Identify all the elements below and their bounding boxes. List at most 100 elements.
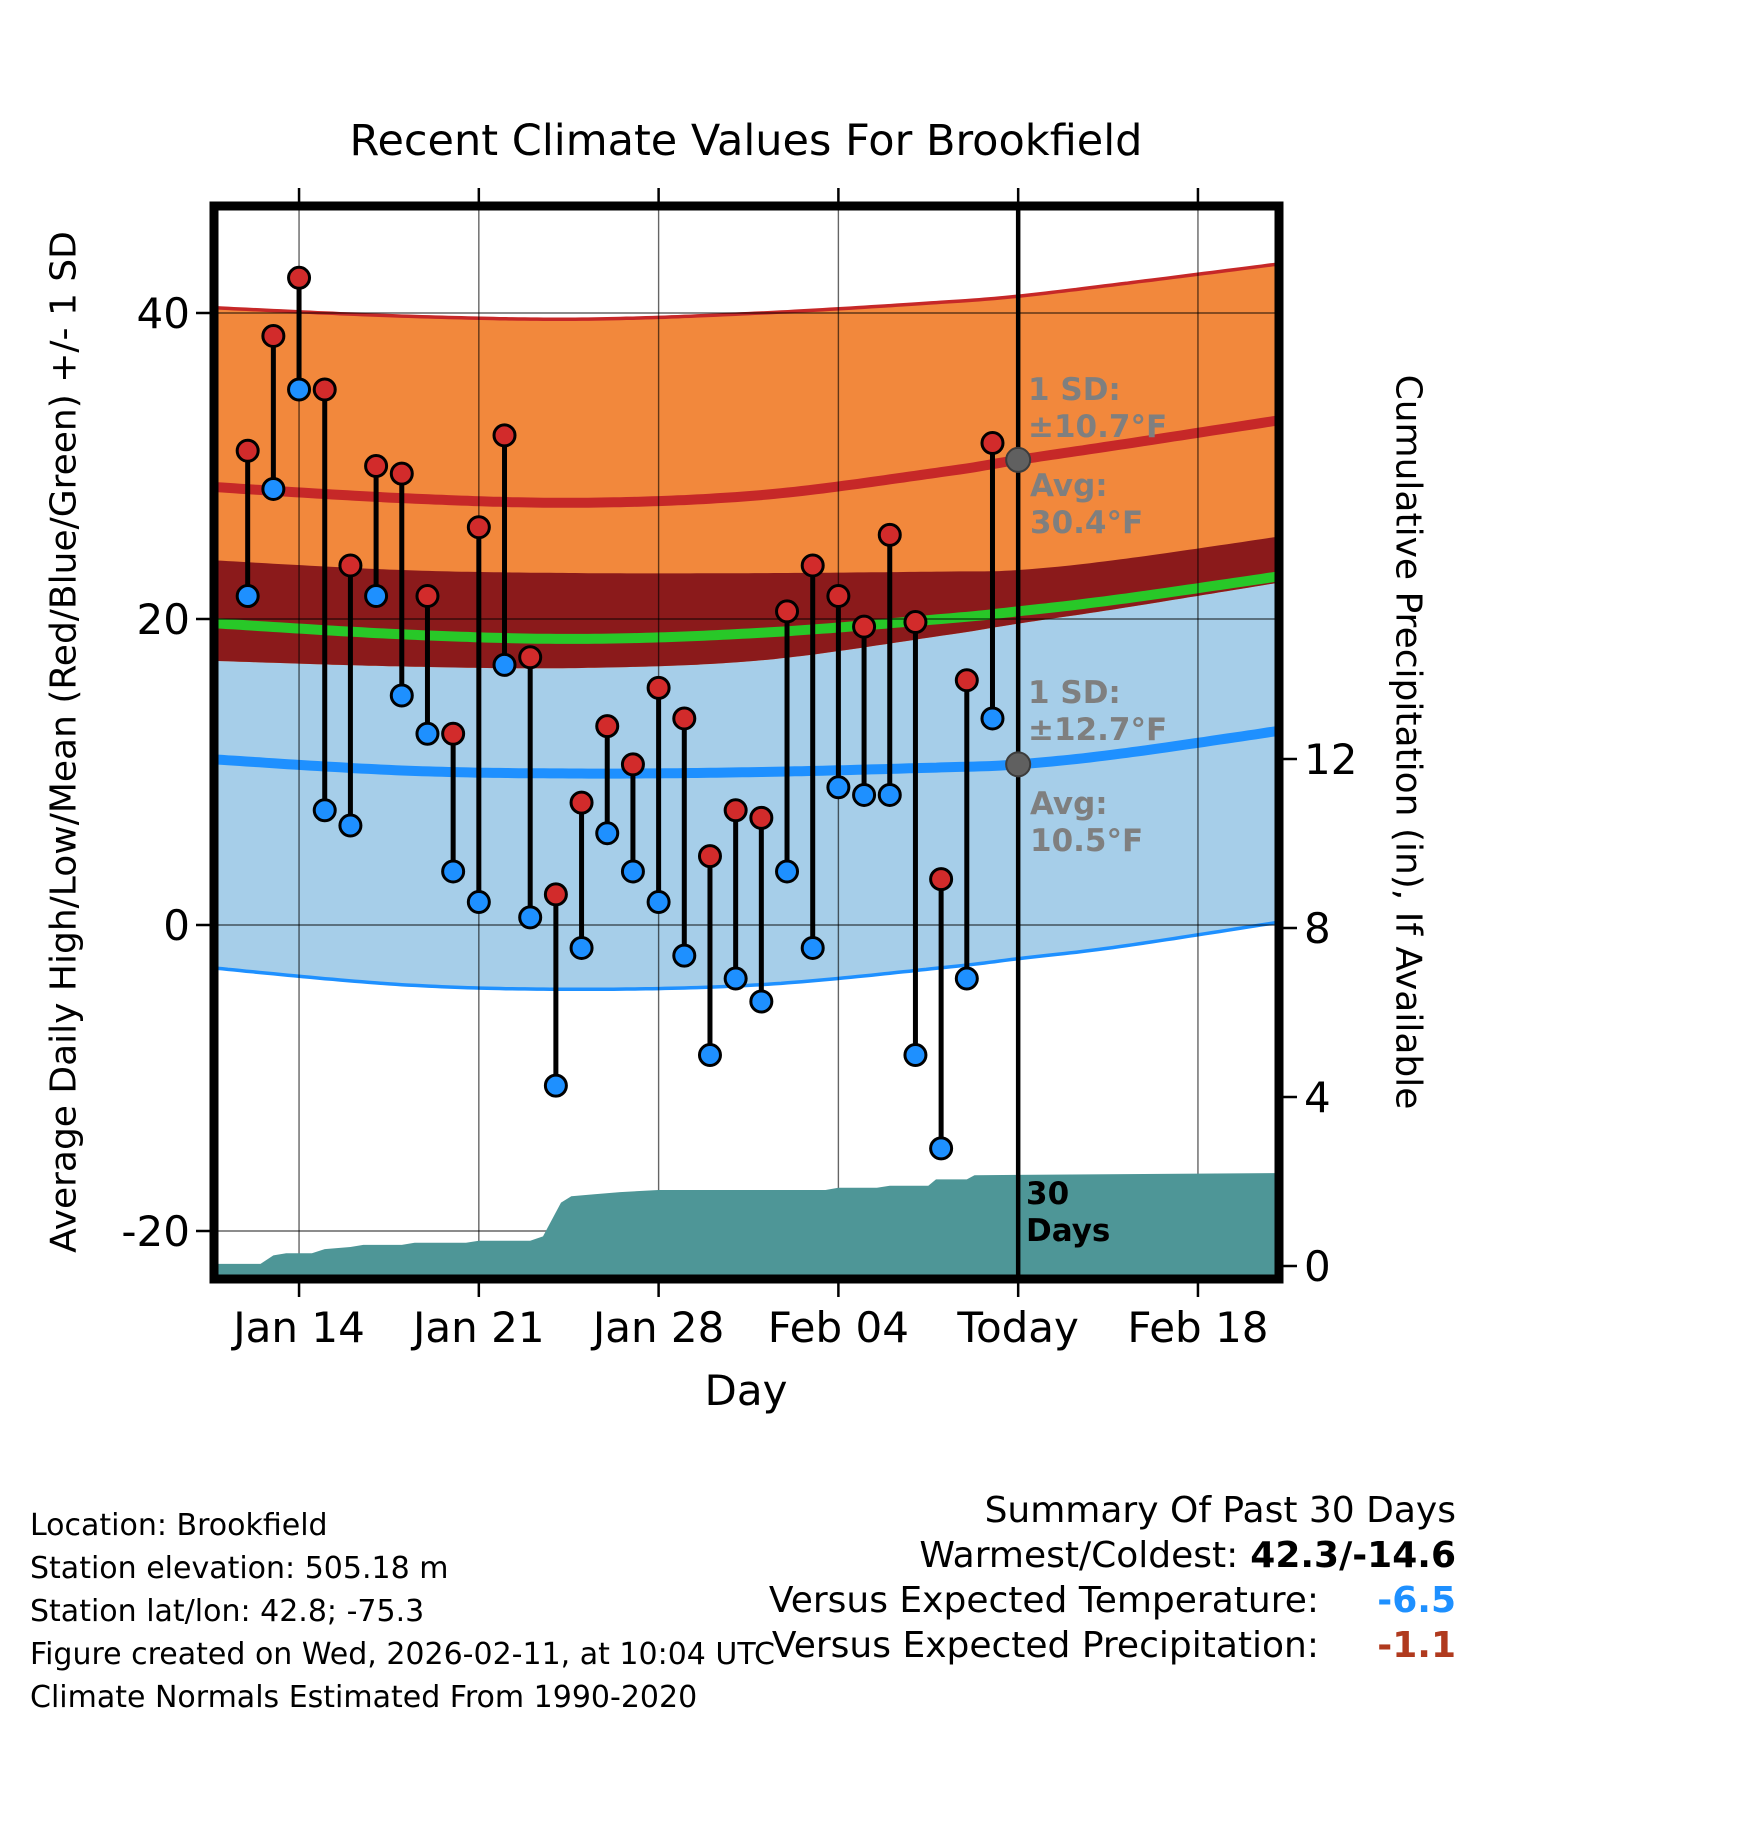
footer-info: Location: Brookfield Station elevation: …	[30, 1504, 775, 1719]
today-marker-group	[1005, 210, 1032, 1275]
high-dot	[903, 610, 928, 635]
right-tick-label: 12	[1304, 735, 1357, 784]
low-sd-value: ±12.7°F	[1028, 711, 1168, 748]
high-dot	[466, 515, 491, 540]
period-line1: 30	[1026, 1176, 1070, 1212]
vs-expected-precip-value: -1.1	[1377, 1625, 1456, 1666]
low-dot	[646, 890, 671, 915]
high-dot	[723, 798, 748, 823]
high-dot	[441, 721, 466, 746]
summary-panel: Summary Of Past 30 Days Warmest/Coldest:…	[769, 1488, 1456, 1668]
left-axis-label: Average Daily High/Low/Mean (Red/Blue/Gr…	[43, 231, 85, 1253]
x-tick-label: Feb 04	[768, 1303, 909, 1352]
low-dot	[620, 859, 645, 884]
low-dot	[543, 1073, 568, 1098]
summary-warmest-row: Warmest/Coldest: 42.3/-14.6	[769, 1533, 1456, 1578]
low-dot	[415, 721, 440, 746]
low-dot	[338, 813, 363, 838]
low-dot	[569, 935, 594, 960]
high-dot	[954, 668, 979, 693]
tick-labels: Jan 14 Jan 21 Jan 28 Feb 04 Today Feb 1840200…	[121, 289, 1357, 1352]
low-dot	[980, 706, 1005, 731]
high-dot	[492, 423, 517, 448]
high-dot	[929, 867, 954, 892]
low-dot	[492, 652, 517, 677]
low-sd-label: 1 SD:	[1028, 675, 1121, 711]
warmest-coldest-label: Warmest/Coldest:	[919, 1535, 1239, 1576]
high-dot	[389, 461, 414, 486]
low-dot	[775, 859, 800, 884]
today-avg-low-marker	[1005, 751, 1032, 778]
low-sd-annotation: 1 SD: ±12.7°F	[1028, 675, 1167, 748]
high-dot	[312, 377, 337, 402]
low-avg-label: Avg:	[1030, 786, 1108, 822]
x-tick-label: Today	[956, 1303, 1078, 1352]
plot-border	[209, 201, 1284, 1284]
high-dot	[775, 599, 800, 624]
right-axis-label: Cumulative Precipitation (in), If Availa…	[1387, 374, 1429, 1110]
left-tick-label: 0	[163, 901, 190, 950]
high-dot	[749, 805, 774, 830]
high-dot	[672, 706, 697, 731]
x-axis-label: Day	[704, 1366, 788, 1415]
cumulative-precip-fill	[218, 1173, 1275, 1275]
low-dot	[954, 966, 979, 991]
mean-normal-line	[218, 571, 1275, 644]
footer-normals: Climate Normals Estimated From 1990-2020	[30, 1680, 698, 1715]
low-dot	[697, 1043, 722, 1068]
low-avg-value: 10.5°F	[1030, 822, 1144, 859]
footer-elevation: Station elevation: 505.18 m	[30, 1551, 449, 1586]
normal-bands	[218, 262, 1275, 992]
vs-expected-temp-value: -6.5	[1377, 1580, 1456, 1621]
right-tick-label: 0	[1304, 1242, 1331, 1291]
summary-precip-row: Versus Expected Precipitation: -1.1	[769, 1623, 1456, 1668]
left-tick-label: 20	[137, 595, 190, 644]
x-tick-label: Jan 28	[590, 1303, 725, 1352]
high-dot	[235, 438, 260, 463]
high-upper-edge	[218, 262, 1275, 321]
low-dot	[595, 821, 620, 846]
low-dot	[929, 1136, 954, 1161]
low-dot	[877, 782, 902, 807]
right-tick-label: 4	[1304, 1073, 1331, 1122]
high-avg-value: 30.4°F	[1030, 504, 1144, 541]
high-dot	[697, 844, 722, 869]
low-dot	[261, 476, 286, 501]
high-dot	[646, 675, 671, 700]
low-dot	[235, 584, 260, 609]
high-normal-band	[218, 264, 1275, 669]
low-dot	[389, 683, 414, 708]
period-annotation: 30 Days	[1026, 1176, 1110, 1249]
low-dot	[826, 775, 851, 800]
summary-title: Summary Of Past 30 Days	[984, 1490, 1456, 1531]
high-dot	[826, 584, 851, 609]
high-sd-label: 1 SD:	[1028, 372, 1121, 408]
daily-highlow-bars	[235, 265, 1005, 1161]
period-line2: Days	[1026, 1212, 1111, 1249]
high-dot	[287, 265, 312, 290]
high-dot	[261, 323, 286, 348]
low-avg-annotation: Avg: 10.5°F	[1030, 786, 1143, 859]
low-dot	[852, 782, 877, 807]
vs-expected-temp-label: Versus Expected Temperature:	[768, 1580, 1319, 1621]
high-avg-annotation: Avg: 30.4°F	[1030, 468, 1143, 541]
high-dot	[980, 431, 1005, 456]
low-dot	[287, 377, 312, 402]
footer-location: Location: Brookfield	[30, 1508, 328, 1543]
x-tick-label: Jan 14	[230, 1303, 365, 1352]
low-dot	[312, 798, 337, 823]
chart-title: Recent Climate Values For Brookfield	[349, 116, 1143, 166]
low-dot	[723, 966, 748, 991]
low-dot	[672, 943, 697, 968]
high-dot	[338, 553, 363, 578]
footer-created: Figure created on Wed, 2026-02-11, at 10…	[30, 1637, 775, 1672]
high-dot	[852, 614, 877, 639]
low-dot	[749, 989, 774, 1014]
footer-latlon: Station lat/lon: 42.8; -75.3	[30, 1594, 425, 1629]
left-tick-label: 40	[137, 289, 190, 338]
high-dot	[518, 645, 543, 670]
high-dot	[415, 584, 440, 609]
high-dot	[595, 714, 620, 739]
